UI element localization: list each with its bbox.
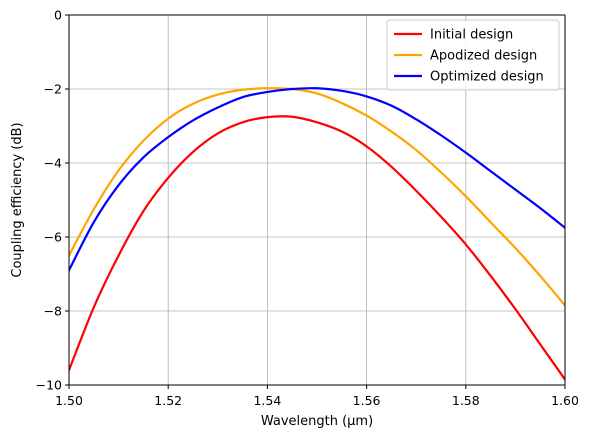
legend-label-initial-design: Initial design [430,28,513,43]
series-line-apodized-design [69,87,565,307]
y-tick-label-0: −10 [36,378,62,393]
x-tick-label-2: 1.54 [253,393,281,408]
x-tick-label-4: 1.58 [452,393,480,408]
y-tick-label-5: 0 [54,8,62,23]
plot-border [68,14,566,386]
legend-label-apodized-design: Apodized design [430,49,537,64]
y-tick-label-4: −2 [44,82,62,97]
y-tick-label-1: −8 [44,304,62,319]
x-tick-label-0: 1.50 [55,393,83,408]
legend-box [386,19,560,91]
series-line-optimized-design [69,87,565,272]
tick-layer: 1.50 1.52 1.54 1.56 1.58 1.60 −10 −8 −6 −4 −2 0 [36,8,579,409]
series-line-initial-design [69,115,565,381]
x-tick-label-1: 1.52 [154,393,182,408]
y-axis-label: Coupling efficiency (dB) [10,122,25,277]
axes-frame [68,14,566,386]
x-axis-label: Wavelength (µm) [261,414,373,429]
legend-label-optimized-design: Optimized design [430,70,544,85]
y-tick-label-3: −4 [44,156,62,171]
y-tick-label-2: −6 [44,230,62,245]
legend: Initial design Apodized design Optimized d… [386,19,560,91]
x-tick-label-5: 1.60 [551,393,579,408]
x-tick-label-3: 1.56 [353,393,381,408]
series-layer [69,87,565,381]
